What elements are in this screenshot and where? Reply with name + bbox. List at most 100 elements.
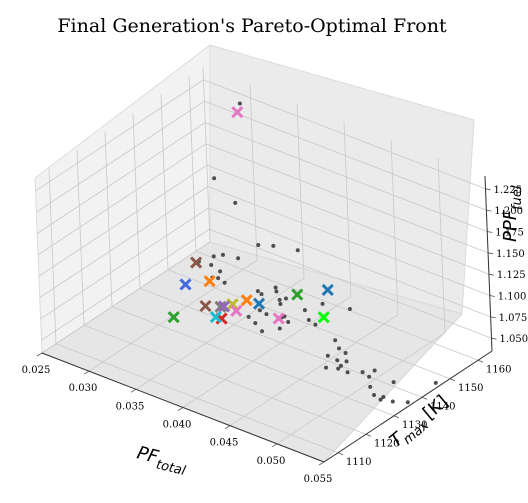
y-gridline-floor [167, 269, 451, 380]
background-point [313, 322, 318, 327]
y-gridline-floor [111, 306, 395, 417]
y-tick-mark [477, 359, 484, 363]
y-gridline-floor [55, 343, 339, 454]
marker-stroke-b [252, 297, 266, 310]
y-tick-mark [421, 396, 428, 400]
marker-stroke-b [240, 294, 253, 307]
marker-stroke-b [230, 304, 243, 317]
z-tick-mark [487, 252, 494, 255]
tick-labels: 0.025 0.030 0.035 0.040 0.045 0.050 0.055 1110 1… [22, 185, 528, 485]
z-gridline-left [41, 228, 210, 341]
background-point [343, 351, 348, 356]
y-tick-mark [337, 452, 344, 456]
y-gridline-wall [104, 131, 113, 307]
highlighted-point-marker [240, 294, 253, 307]
highlighted-point-marker [203, 275, 216, 288]
z-gridline-right [207, 186, 490, 296]
background-point [222, 280, 227, 285]
x-tick-label: 0.025 [22, 365, 51, 376]
background-point [216, 276, 221, 281]
z-gridline-left [36, 122, 206, 234]
background-point [378, 397, 383, 402]
background-point [257, 308, 262, 313]
y-tick-label: 1140 [430, 401, 455, 412]
highlighted-point-marker [321, 283, 334, 297]
background-point [302, 308, 307, 313]
x-tick-label: 0.040 [163, 420, 192, 431]
z-tick-label: 1.225 [494, 185, 523, 196]
background-point [333, 338, 338, 343]
background-point [372, 393, 377, 398]
marker-stroke-b [214, 300, 227, 313]
background-point [209, 263, 214, 268]
x-tick-label: 0.045 [210, 438, 239, 449]
z-gridline-right [205, 122, 488, 232]
highlighted-points [167, 106, 334, 325]
x-tick-label: 0.035 [116, 401, 145, 412]
background-point [372, 368, 377, 373]
highlighted-point-marker [190, 256, 203, 269]
x-tick-label: 0.050 [257, 456, 286, 467]
y-tick-label: 1130 [402, 420, 427, 431]
y-gridline-wall [76, 150, 85, 326]
background-point [306, 317, 311, 322]
highlighted-point-marker [231, 106, 244, 119]
background-point [325, 353, 330, 358]
x-tick-label: 0.055 [304, 474, 333, 485]
z-tick-mark [485, 188, 491, 191]
background-point [274, 289, 279, 294]
axis-lines [36, 175, 497, 466]
z-gridline-right [204, 100, 487, 211]
x-axis-label-sub: total [154, 457, 187, 479]
background-point [283, 296, 288, 301]
background-point [212, 176, 217, 181]
marker-stroke-b [190, 256, 203, 269]
z-axis-label-main: PPF [500, 209, 521, 242]
z-tick-label: 1.075 [499, 313, 528, 324]
z-gridline-left [35, 79, 204, 192]
x-tick-label: 0.030 [69, 383, 98, 394]
y-tick-label: 1110 [346, 457, 371, 468]
z-tick-label: 1.100 [498, 292, 527, 303]
z-gridline-left [39, 186, 209, 298]
background-point [405, 400, 410, 405]
highlighted-point-marker [230, 304, 243, 317]
highlighted-point-marker [252, 297, 266, 310]
background-point [390, 399, 395, 404]
background-point [324, 365, 329, 370]
y-gridline-wall [160, 94, 169, 270]
x-gridline-wall [249, 85, 258, 261]
x-tick-mark [36, 352, 43, 357]
background-point [391, 380, 396, 385]
z-axis-line [484, 175, 493, 352]
background-point [433, 380, 438, 385]
background-point [286, 320, 291, 325]
z-tick-mark [490, 316, 496, 319]
x-gridline-floor [276, 332, 446, 445]
x-gridline-wall [437, 157, 446, 333]
x-tick-mark [177, 407, 184, 411]
background-point [368, 384, 373, 389]
marker-stroke-b [209, 311, 222, 324]
background-point [255, 289, 260, 294]
background-point [336, 366, 341, 371]
x-gridline-floor [229, 314, 399, 427]
highlighted-point-marker [217, 300, 231, 313]
background-point [211, 254, 216, 259]
highlighted-point-marker [214, 300, 227, 313]
x-gridline-wall [296, 103, 305, 279]
highlighted-point-marker [167, 311, 180, 324]
z-gridline-left [37, 143, 207, 256]
y-gridline-wall [188, 76, 197, 252]
x-gridline-wall [343, 121, 352, 297]
highlighted-point-marker [272, 312, 285, 325]
z-gridline-left [38, 164, 208, 277]
highlighted-point-marker [291, 288, 304, 301]
highlighted-point-marker [209, 311, 222, 324]
marker-stroke-b [203, 275, 216, 288]
background-point [253, 321, 258, 326]
z-gridline-right [206, 164, 490, 275]
marker-stroke-b [272, 312, 285, 325]
marker-stroke-b [291, 288, 304, 301]
z-gridline-right [203, 79, 486, 190]
